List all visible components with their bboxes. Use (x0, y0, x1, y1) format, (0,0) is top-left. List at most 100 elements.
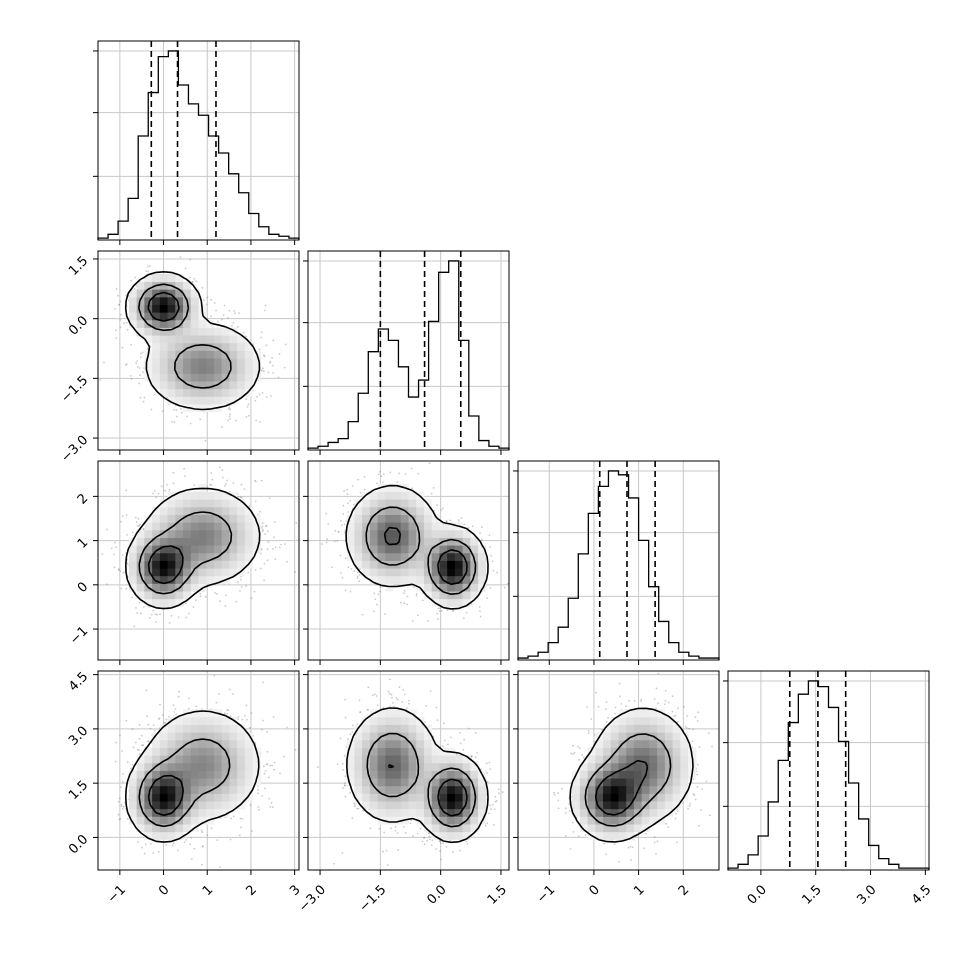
scatter-point (340, 520, 342, 522)
density-cell (183, 327, 192, 336)
scatter-point (489, 546, 491, 548)
density-cell (190, 499, 199, 508)
density-cell (206, 335, 215, 344)
scatter-point (155, 621, 157, 623)
scatter-point (175, 409, 178, 411)
scatter-point (183, 467, 186, 470)
density-cell (190, 514, 199, 523)
density-cell (167, 552, 176, 561)
density-cell (190, 583, 199, 592)
scatter-point (245, 335, 248, 338)
scatter-point (234, 312, 236, 315)
density-cell (198, 514, 207, 523)
scatter-point (255, 419, 257, 422)
scatter-point (240, 483, 243, 486)
density-cell (159, 591, 168, 600)
scatter-point (110, 547, 113, 550)
scatter-point (267, 371, 270, 374)
density-cell (213, 335, 223, 344)
scatter-point (283, 366, 286, 369)
scatter-point (467, 526, 470, 529)
scatter-point (240, 586, 243, 588)
scatter-point (261, 392, 264, 394)
scatter-point (119, 300, 122, 303)
scatter-point (139, 523, 142, 526)
scatter-point (130, 378, 133, 380)
scatter-point (272, 372, 275, 374)
scatter-point (105, 583, 108, 586)
scatter-point (139, 356, 142, 359)
density-cell (128, 552, 138, 561)
scatter-point (346, 493, 349, 496)
scatter-point (327, 523, 330, 525)
density-cell (152, 335, 161, 344)
density-cell (144, 591, 153, 600)
y-tick-label: 0 (75, 580, 91, 596)
scatter-point (173, 421, 176, 423)
scatter-point (271, 357, 273, 359)
density-cell (221, 396, 230, 405)
density-cell (183, 358, 192, 367)
histogram-panel-0 (93, 40, 300, 245)
scatter-point (339, 554, 342, 557)
density-cell (128, 560, 138, 569)
scatter-point (432, 487, 435, 489)
scatter-point (253, 590, 256, 593)
scatter-point (243, 488, 246, 490)
density-cell (190, 312, 199, 321)
scatter-point (125, 514, 128, 516)
scatter-point (284, 343, 287, 346)
scatter-point (150, 408, 153, 411)
scatter-point (427, 620, 430, 622)
scatter-point (121, 346, 124, 349)
density-cell (221, 335, 230, 344)
scatter-point (436, 612, 439, 615)
scatter-point (139, 612, 142, 615)
density-cell (237, 545, 246, 554)
density-cell (213, 529, 223, 538)
scatter-point (176, 415, 178, 418)
scatter-point (479, 615, 482, 618)
scatter-point (471, 525, 474, 528)
scatter-point (261, 522, 264, 525)
scatter-point (216, 320, 219, 323)
scatter-point (120, 313, 122, 316)
scatter-point (260, 548, 263, 551)
scatter-point (221, 426, 223, 429)
scatter-point (325, 512, 328, 515)
scatter-point (263, 355, 266, 358)
density-cell (128, 304, 138, 313)
scatter-point (136, 525, 139, 527)
scatter-point (489, 586, 492, 589)
scatter-point (225, 482, 228, 485)
density-cell (136, 537, 145, 546)
density-cell (175, 396, 184, 405)
scatter-point (149, 265, 151, 267)
scatter-point (117, 294, 119, 297)
density-cell (198, 545, 207, 554)
density-cell (221, 506, 230, 515)
density-cell (213, 491, 223, 500)
density-cell (175, 499, 184, 508)
scatter-point (359, 491, 362, 494)
density-cell (213, 499, 223, 508)
density-cell (237, 373, 246, 382)
scatter-point (129, 375, 132, 377)
density-cell (159, 312, 168, 321)
scatter-point (201, 287, 204, 289)
scatter-point (412, 586, 415, 588)
scatter-point (242, 331, 245, 334)
density-cell (152, 273, 161, 283)
scatter-point (138, 367, 141, 369)
scatter-point (256, 395, 258, 398)
density-cell (167, 514, 176, 523)
scatter-point (134, 276, 137, 279)
density-cell (244, 365, 254, 374)
scatter-point (120, 587, 123, 590)
density-cell (237, 358, 246, 367)
scatter-point (406, 595, 409, 598)
scatter-point (161, 410, 164, 412)
y-tick-label: −1 (67, 624, 91, 648)
scatter-point (260, 479, 263, 482)
scatter-point (340, 524, 343, 527)
